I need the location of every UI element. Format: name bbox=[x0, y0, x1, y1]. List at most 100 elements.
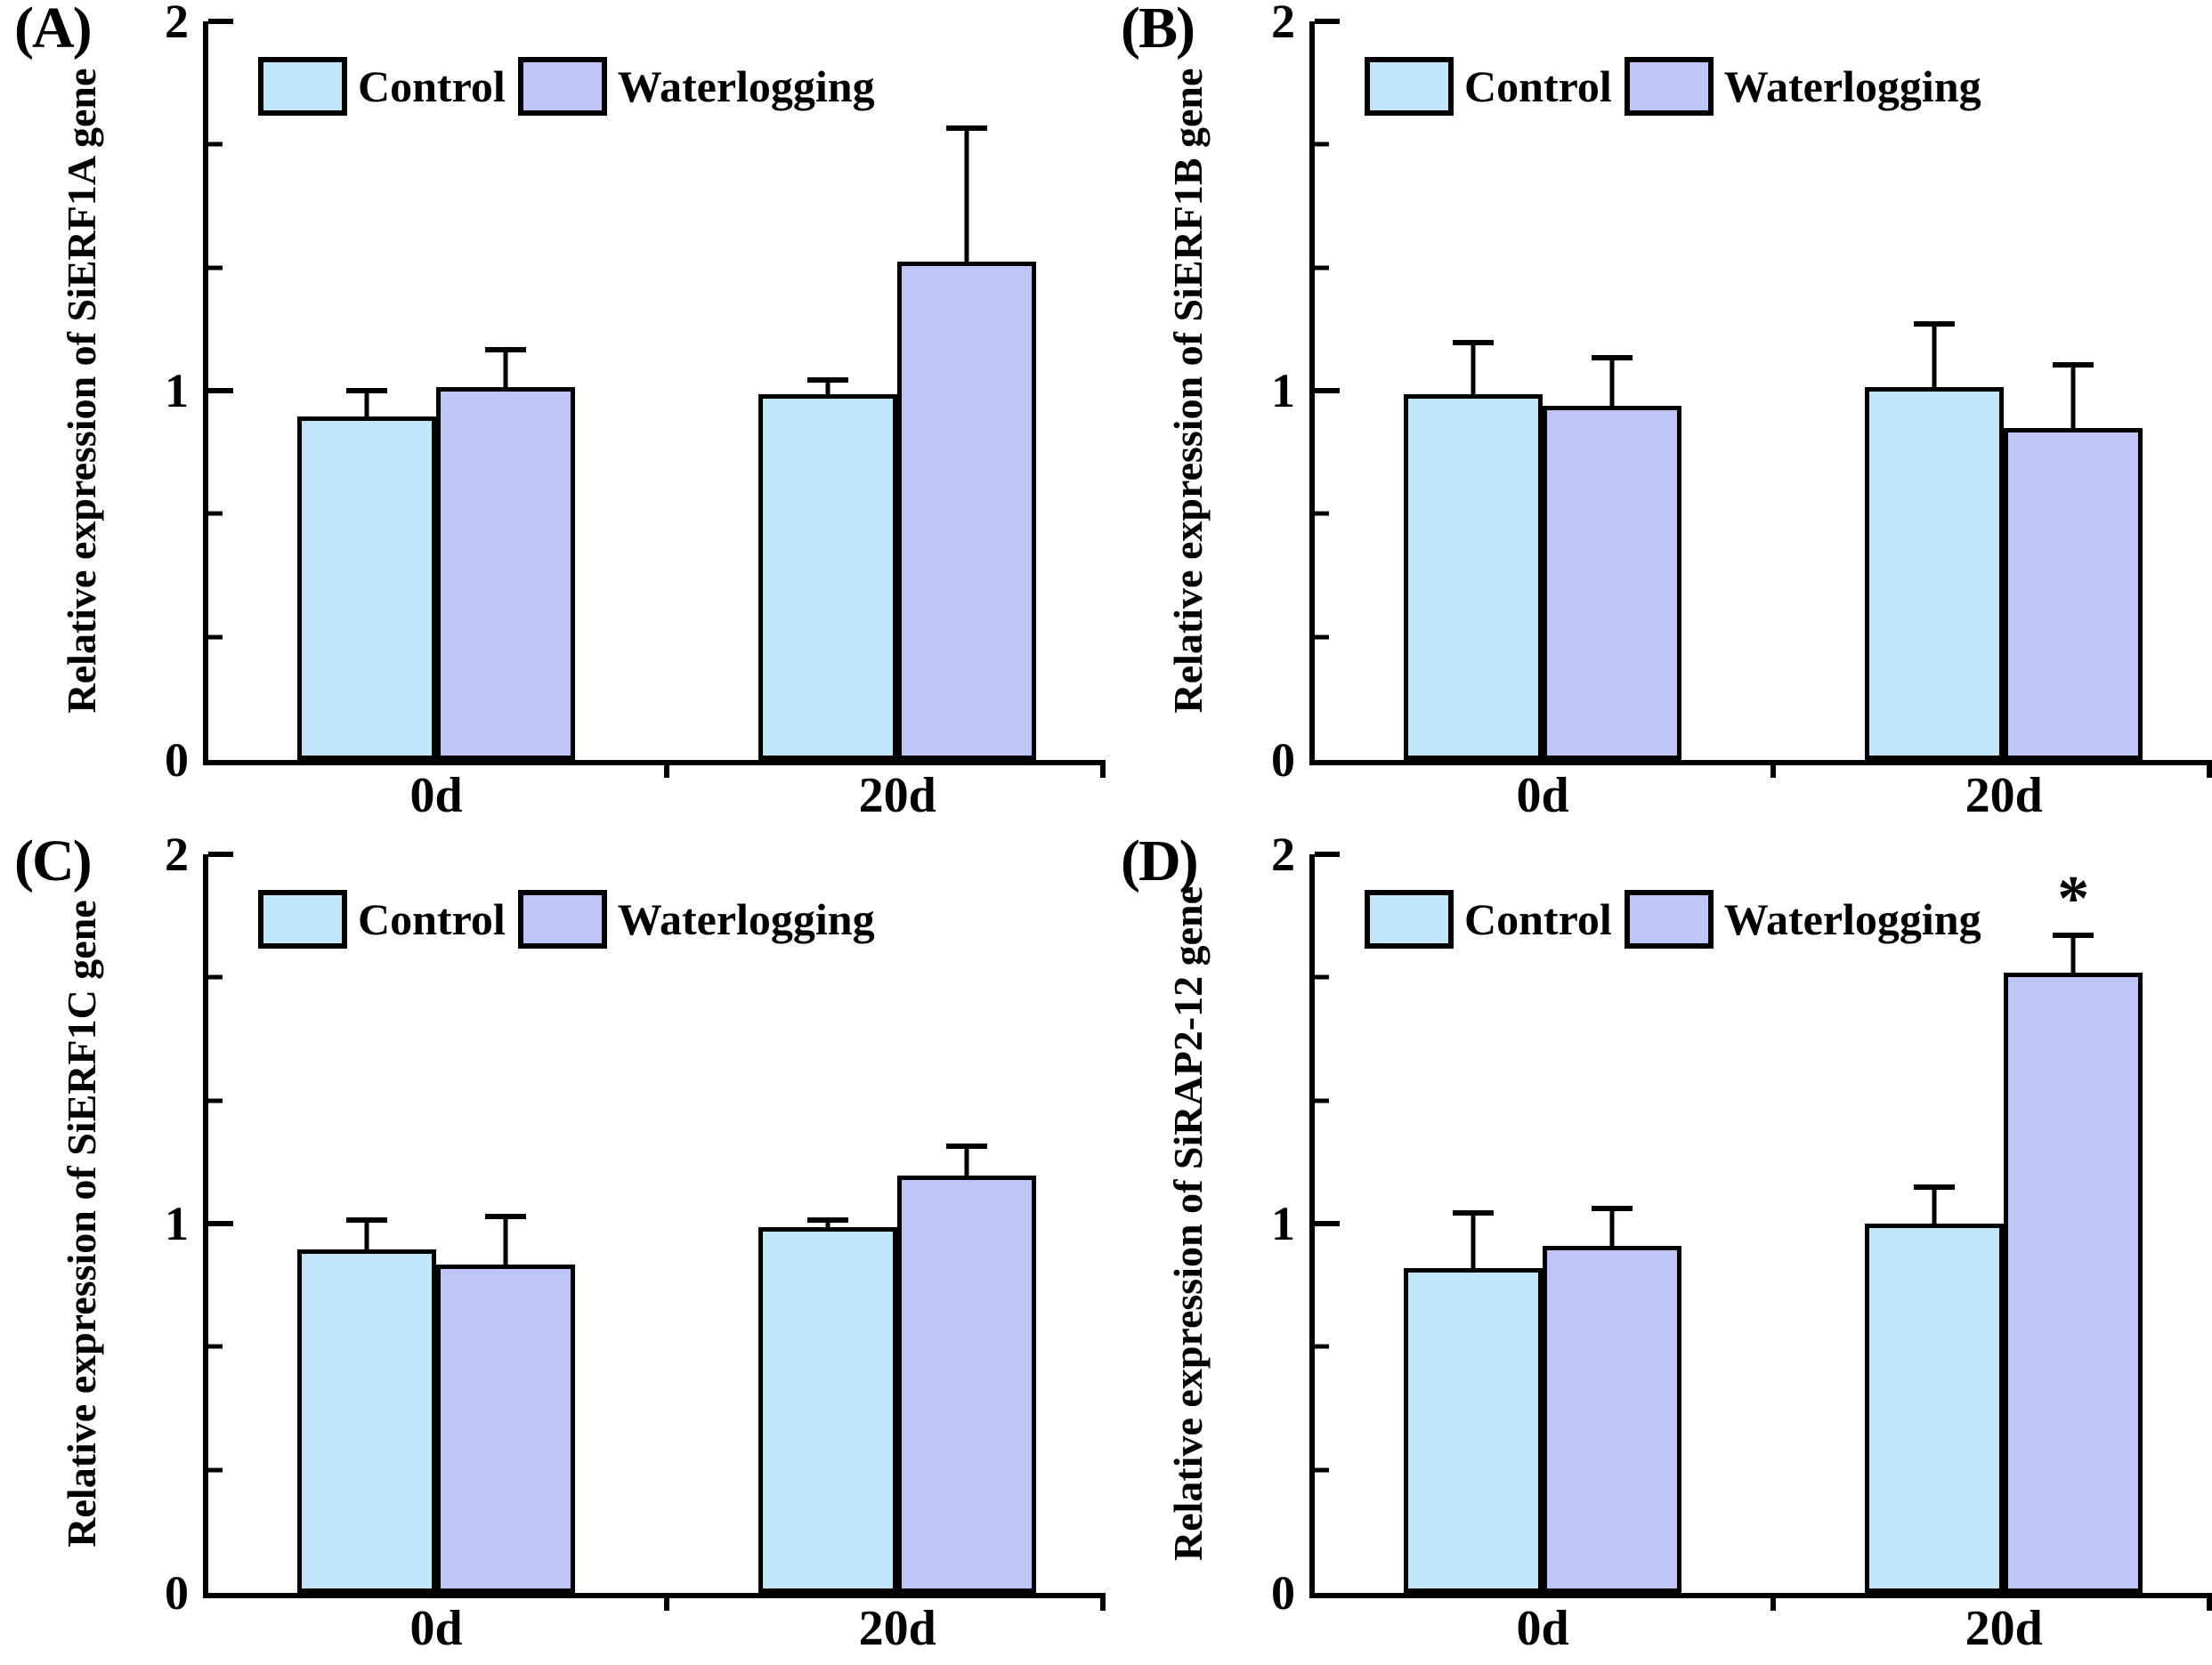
legend-swatch-waterlogging bbox=[517, 890, 607, 949]
panel-b-letter: (B) bbox=[1121, 0, 1195, 61]
error-bar-0d-control bbox=[364, 391, 369, 417]
y-axis-minor-tick bbox=[1315, 974, 1329, 980]
y-axis-major-tick-2 bbox=[208, 852, 233, 857]
bar-20d-control bbox=[1864, 386, 2005, 760]
error-bar-cap-0d-control bbox=[1452, 340, 1494, 346]
panel-b-y-axis-label: Relative expression of SiERF1B gene bbox=[1165, 68, 1211, 714]
y-axis-minor-tick bbox=[1315, 265, 1329, 271]
legend-label-waterlogging: Waterlogging bbox=[1723, 894, 1981, 944]
y-axis-minor-tick bbox=[208, 511, 223, 516]
x-tick-label-0d: 0d bbox=[1516, 1601, 1569, 1656]
legend-label-control: Control bbox=[1464, 61, 1612, 111]
y-axis-minor-tick bbox=[1315, 1467, 1329, 1473]
error-bar-cap-0d-waterlogging bbox=[485, 1213, 527, 1219]
legend-label-control: Control bbox=[1464, 894, 1612, 944]
error-bar-cap-20d-control bbox=[1914, 1184, 1956, 1190]
error-bar-20d-waterlogging bbox=[2070, 364, 2076, 428]
bar-20d-waterlogging bbox=[897, 1176, 1037, 1593]
panel-d-letter: (D) bbox=[1121, 828, 1199, 893]
bar-20d-waterlogging bbox=[2004, 972, 2143, 1593]
legend: Control Waterlogging bbox=[1365, 57, 1994, 116]
y-tick-label-0: 0 bbox=[1271, 733, 1295, 787]
error-bar-cap-0d-control bbox=[345, 1216, 387, 1223]
y-axis-minor-tick bbox=[208, 1098, 223, 1103]
y-axis-minor-tick bbox=[1315, 1344, 1329, 1349]
bar-0d-waterlogging bbox=[436, 386, 576, 760]
legend-swatch-control bbox=[1365, 57, 1454, 116]
error-bar-cap-0d-control bbox=[345, 388, 387, 393]
legend-label-waterlogging: Waterlogging bbox=[1723, 61, 1981, 111]
panel-d: (D) Relative expression of SiRAP2-12 gen… bbox=[1106, 828, 2212, 1665]
bar-20d-control bbox=[758, 394, 898, 760]
y-axis-minor-tick bbox=[208, 265, 223, 271]
error-bar-cap-0d-control bbox=[1452, 1209, 1494, 1216]
x-tick-label-0d: 0d bbox=[409, 768, 463, 823]
y-axis-minor-tick bbox=[1315, 141, 1329, 147]
bar-0d-waterlogging bbox=[436, 1264, 576, 1593]
x-axis-tick bbox=[1100, 760, 1106, 778]
bar-0d-waterlogging bbox=[1543, 405, 1682, 760]
y-tick-label-2: 2 bbox=[165, 0, 189, 48]
y-axis-major-tick-2 bbox=[1315, 852, 1340, 857]
y-axis-major-tick-1 bbox=[1315, 1221, 1340, 1226]
x-axis-tick bbox=[2207, 1593, 2212, 1611]
error-bar-0d-waterlogging bbox=[1609, 357, 1615, 406]
panel-c-y-axis-label: Relative expression of SiERF1C gene bbox=[59, 900, 104, 1548]
error-bar-cap-20d-control bbox=[1914, 321, 1956, 327]
error-bar-20d-control bbox=[825, 379, 831, 395]
legend-label-waterlogging: Waterlogging bbox=[617, 894, 875, 944]
y-axis-minor-tick bbox=[208, 141, 223, 147]
legend-swatch-waterlogging bbox=[1624, 57, 1714, 116]
bar-0d-control bbox=[296, 416, 437, 760]
y-axis-major-tick-1 bbox=[208, 1221, 233, 1226]
panel-c-letter: (C) bbox=[14, 828, 93, 893]
x-axis-tick bbox=[1770, 1593, 1777, 1611]
bar-20d-control bbox=[758, 1227, 898, 1593]
legend-label-waterlogging: Waterlogging bbox=[617, 61, 875, 111]
y-axis-major-tick-1 bbox=[1315, 388, 1340, 393]
legend: Control Waterlogging bbox=[258, 57, 887, 116]
panel-d-plot-area: Control Waterlogging 0d 20d 0 1 2 * bbox=[1271, 830, 2212, 1653]
error-bar-20d-waterlogging bbox=[964, 1145, 969, 1176]
legend-label-control: Control bbox=[358, 894, 506, 944]
y-axis-minor-tick bbox=[208, 634, 223, 640]
bar-0d-waterlogging bbox=[1543, 1245, 1682, 1593]
legend: Control Waterlogging bbox=[1365, 890, 1994, 949]
legend: Control Waterlogging bbox=[258, 890, 887, 949]
x-tick-label-20d: 20d bbox=[1965, 768, 2043, 823]
panel-b: (B) Relative expression of SiERF1B gene … bbox=[1106, 0, 2212, 832]
legend-swatch-control bbox=[258, 890, 347, 949]
error-bar-20d-control bbox=[825, 1219, 831, 1228]
bar-20d-waterlogging bbox=[2004, 427, 2143, 760]
error-bar-cap-0d-waterlogging bbox=[1592, 1206, 1633, 1212]
x-axis-tick bbox=[664, 760, 670, 778]
error-bar-20d-waterlogging bbox=[2070, 935, 2076, 973]
error-bar-cap-20d-control bbox=[807, 376, 849, 383]
y-tick-label-1: 1 bbox=[165, 364, 189, 417]
panel-c-plot-area: Control Waterlogging 0d 20d 0 1 2 bbox=[165, 830, 1106, 1653]
panel-c: (C) Relative expression of SiERF1C gene … bbox=[0, 828, 1106, 1665]
legend-swatch-control bbox=[258, 57, 347, 116]
panel-a-plot-area: Control Waterlogging 0d 20d 0 1 2 bbox=[165, 0, 1106, 820]
x-axis-tick bbox=[664, 1593, 670, 1611]
significance-asterisk: * bbox=[2057, 862, 2090, 934]
x-tick-label-0d: 0d bbox=[1516, 768, 1569, 823]
y-tick-label-1: 1 bbox=[1271, 1197, 1295, 1250]
error-bar-0d-control bbox=[1471, 1212, 1476, 1268]
x-tick-label-0d: 0d bbox=[409, 1601, 463, 1656]
y-tick-label-2: 2 bbox=[1271, 828, 1295, 881]
x-tick-label-20d: 20d bbox=[858, 1601, 936, 1656]
y-axis-major-tick-1 bbox=[208, 388, 233, 393]
bar-0d-control bbox=[296, 1249, 437, 1593]
legend-swatch-waterlogging bbox=[517, 57, 607, 116]
x-tick-label-20d: 20d bbox=[1965, 1601, 2043, 1656]
bar-0d-control bbox=[1403, 1267, 1544, 1593]
y-tick-label-2: 2 bbox=[1271, 0, 1295, 48]
error-bar-cap-20d-control bbox=[807, 1216, 849, 1223]
y-axis-minor-tick bbox=[208, 1344, 223, 1349]
error-bar-cap-0d-waterlogging bbox=[1592, 354, 1633, 360]
error-bar-cap-20d-waterlogging bbox=[946, 1143, 988, 1149]
y-axis-minor-tick bbox=[1315, 1098, 1329, 1103]
error-bar-20d-control bbox=[1932, 324, 1937, 387]
